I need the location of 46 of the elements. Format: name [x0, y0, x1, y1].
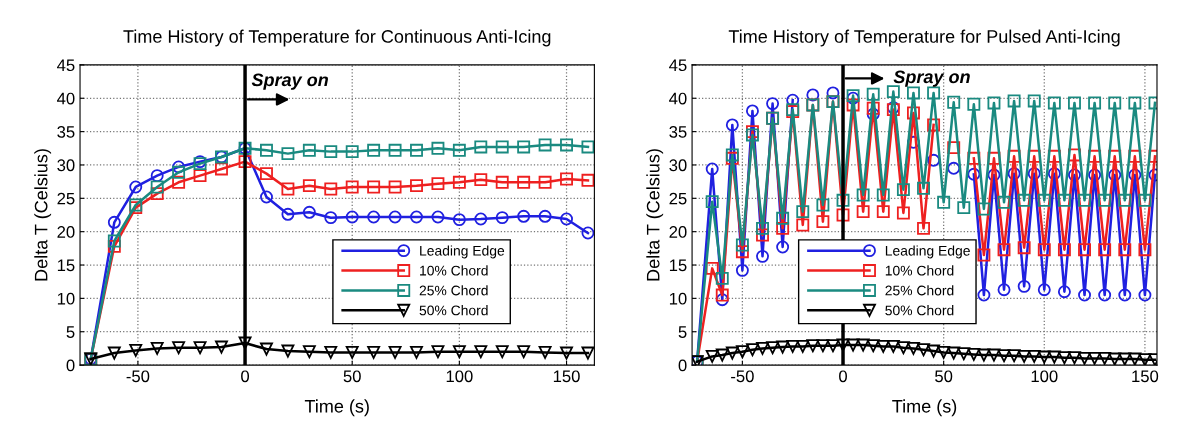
legend-label: 50% Chord: [885, 305, 954, 316]
y-tick-label: 35: [669, 126, 687, 138]
x-tick-label: 50: [935, 370, 953, 383]
y-tick-label: 45: [57, 59, 75, 72]
y-axis-title: Delta T (Celsius): [34, 149, 52, 281]
y-tick-label: 35: [57, 126, 75, 138]
x-tick-label: 150: [553, 370, 580, 383]
x-tick-label: 0: [241, 370, 250, 383]
y-tick-label: 5: [678, 326, 687, 338]
x-tick-label: 150: [1132, 370, 1159, 383]
x-tick-label: 0: [839, 370, 848, 383]
legend-label: Leading Edge: [885, 245, 970, 259]
y-tick-label: 40: [669, 92, 687, 105]
x-tick-label: -50: [731, 370, 754, 383]
y-axis-title: Delta T (Celsius): [646, 149, 664, 281]
y-tick-label: 25: [57, 192, 75, 205]
ref-line-label: Spray on: [251, 73, 328, 90]
x-axis-title: Time (s): [892, 399, 957, 417]
y-tick-label: 45: [669, 59, 687, 72]
x-axis-title: Time (s): [304, 399, 369, 417]
y-tick-label: 20: [669, 226, 687, 238]
y-tick-label: 10: [57, 292, 75, 305]
ref-line-label: Spray on: [893, 70, 970, 87]
y-tick-label: 20: [57, 226, 75, 238]
legend-label: 50% Chord: [419, 305, 488, 316]
y-tick-label: 5: [66, 326, 75, 338]
legend-label: 25% Chord: [885, 285, 954, 296]
x-tick-label: 100: [446, 370, 473, 383]
y-tick-label: 15: [57, 259, 75, 272]
chart-title: Time History of Temperature for Continuous Anti-Icing: [123, 29, 551, 47]
legend-label: 10% Chord: [420, 265, 488, 276]
legend-label: 10% Chord: [885, 265, 954, 276]
chart-title: Time History of Temperature for Pulsed Anti-Icing: [728, 29, 1120, 47]
x-tick-label: 50: [343, 370, 361, 383]
y-tick-label: 15: [669, 259, 687, 272]
y-tick-label: 25: [669, 192, 687, 205]
y-tick-label: 40: [57, 92, 75, 105]
y-tick-label: 0: [678, 359, 687, 372]
y-tick-label: 0: [66, 359, 75, 372]
y-tick-label: 10: [669, 292, 687, 305]
y-tick-label: 30: [57, 159, 75, 172]
legend-label: 25% Chord: [419, 285, 488, 296]
x-tick-label: -50: [126, 370, 150, 383]
legend-label: Leading Edge: [420, 245, 505, 259]
x-tick-label: 100: [1031, 370, 1058, 383]
y-tick-label: 30: [669, 159, 687, 172]
